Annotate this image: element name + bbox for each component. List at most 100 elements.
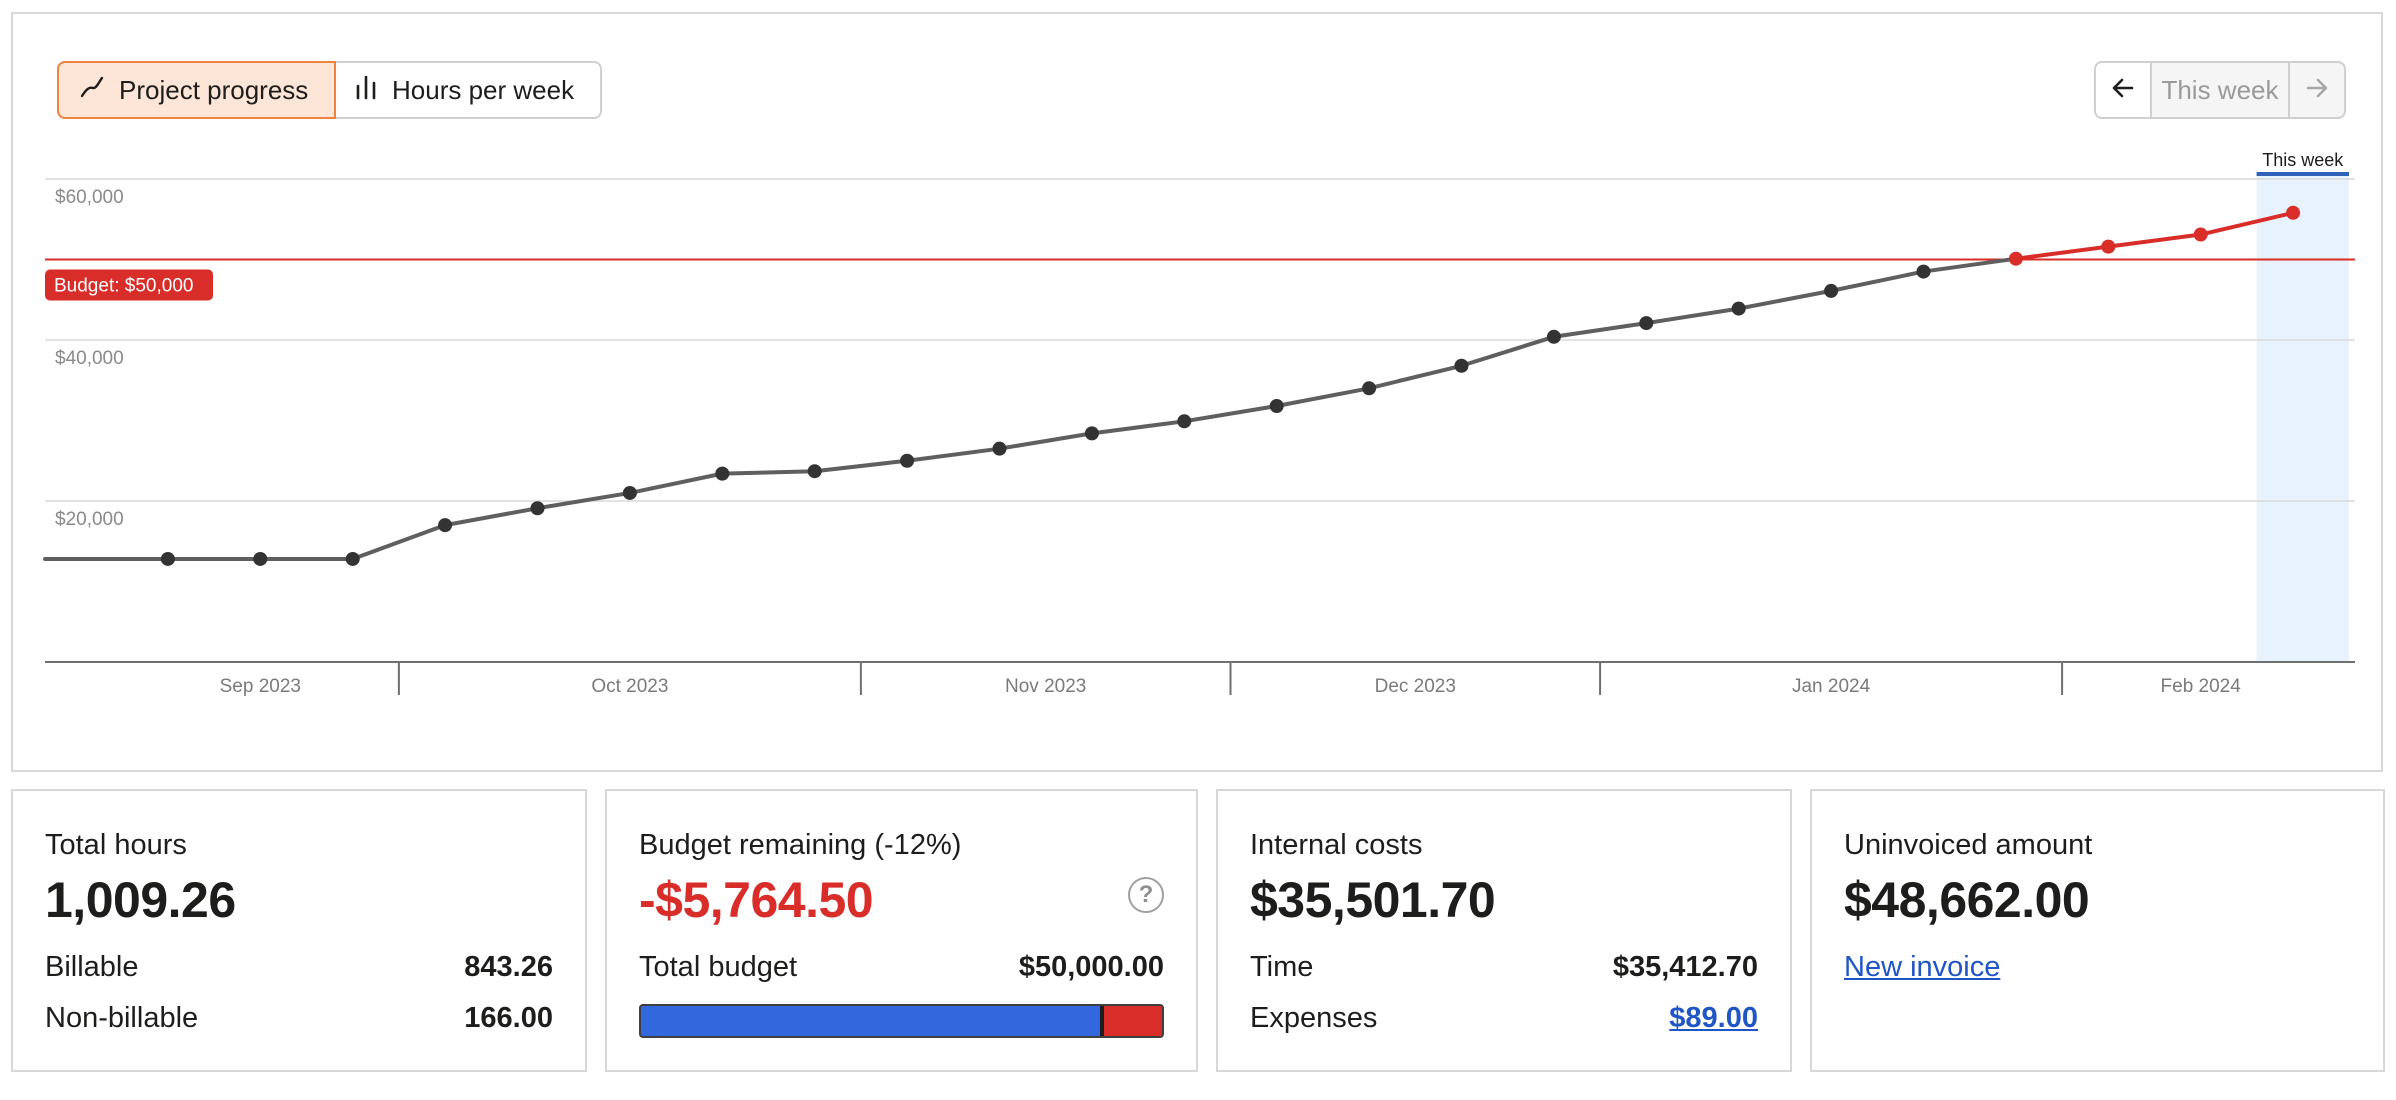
series-segment — [1736, 288, 1834, 311]
data-point — [992, 441, 1007, 456]
data-point — [900, 453, 915, 468]
data-point — [1084, 426, 1099, 441]
arrow-left-icon — [2110, 75, 2136, 106]
data-point — [1731, 301, 1746, 316]
series-segment — [1551, 321, 1649, 339]
data-point — [2193, 227, 2208, 242]
series-segment — [1644, 306, 1741, 326]
data-point — [622, 485, 637, 500]
grid-lines — [45, 178, 2355, 502]
series-segment — [535, 490, 632, 511]
billable-label: Billable — [45, 951, 139, 983]
data-point — [530, 501, 545, 516]
series-segment — [627, 471, 725, 495]
line-chart-icon — [79, 74, 105, 107]
total-hours-card: Total hours 1,009.26 Billable 843.26 Non… — [11, 789, 587, 1072]
series-segment — [2198, 210, 2296, 237]
data-point — [1546, 329, 1561, 344]
month-label: Feb 2024 — [2161, 676, 2242, 697]
arrow-right-icon — [2304, 75, 2330, 106]
data-point — [1177, 414, 1192, 429]
non-billable-value: 166.00 — [464, 1002, 553, 1034]
progress-points — [160, 205, 2301, 566]
month-label: Jan 2024 — [1792, 676, 1871, 697]
data-point — [160, 551, 175, 566]
data-point — [1824, 283, 1839, 298]
data-point — [253, 551, 268, 566]
progress-series — [43, 210, 2296, 561]
data-point — [1454, 358, 1469, 373]
data-point — [438, 518, 453, 533]
series-segment — [1921, 256, 2018, 274]
data-point — [807, 464, 822, 479]
new-invoice-link[interactable]: New invoice — [1844, 951, 2001, 983]
bar-chart-icon — [354, 74, 378, 107]
project-progress-label: Project progress — [119, 74, 309, 105]
data-point — [345, 551, 360, 566]
month-label: Sep 2023 — [220, 676, 301, 697]
data-point — [1916, 264, 1931, 279]
hours-per-week-label: Hours per week — [392, 74, 575, 105]
project-progress-tab[interactable]: Project progress — [57, 61, 336, 119]
budget-remaining-title: Budget remaining (-12%) — [639, 829, 962, 861]
budget-label: Budget: $50,000 — [45, 269, 213, 301]
series-segment — [905, 446, 1002, 463]
data-point — [1269, 399, 1284, 414]
new-invoice-row: New invoice — [1844, 951, 2351, 984]
budget-remaining-card: Budget remaining (-12%) -$5,764.50 ? Tot… — [605, 789, 1198, 1072]
series-segment — [1089, 419, 1187, 436]
series-segment — [1367, 363, 1464, 391]
data-point — [2008, 251, 2023, 266]
progress-line-chart: This week $20,000 $40,000 $60,000 Sep 2023… — [43, 150, 2355, 697]
x-axis-month-labels: Sep 2023 Oct 2023 Nov 2023 Dec 2023 Jan 2024… — [220, 676, 2242, 697]
y-tick-label: $60,000 — [55, 187, 124, 208]
data-point — [2286, 205, 2301, 220]
total-budget-label: Total budget — [639, 951, 798, 983]
budget-remaining-value: -$5,764.50 — [639, 872, 874, 928]
series-segment — [2106, 232, 2203, 249]
total-hours-value: 1,009.26 — [45, 872, 236, 928]
hours-per-week-tab[interactable]: Hours per week — [336, 61, 602, 119]
month-label: Oct 2023 — [591, 676, 668, 697]
month-label: Dec 2023 — [1375, 676, 1456, 697]
internal-costs-card: Internal costs $35,501.70 Time $35,412.7… — [1216, 789, 1792, 1072]
chart-view-toggle: Project progress Hours per week — [57, 61, 602, 119]
series-segment — [812, 458, 910, 474]
billable-row: Billable 843.26 — [45, 951, 553, 984]
budget-usage-bar — [639, 1004, 1164, 1038]
data-point — [1639, 316, 1654, 331]
previous-week-button[interactable] — [2094, 61, 2152, 119]
expenses-link[interactable]: $89.00 — [1669, 1002, 1758, 1034]
billable-value: 843.26 — [464, 951, 553, 983]
total-hours-title: Total hours — [45, 829, 187, 861]
y-tick-label: $40,000 — [55, 348, 124, 369]
series-segment — [720, 469, 817, 476]
y-tick-label: $20,000 — [55, 509, 124, 530]
data-point — [1362, 381, 1377, 396]
data-point — [2101, 239, 2116, 254]
week-navigation: This week — [2094, 61, 2346, 119]
internal-costs-value: $35,501.70 — [1250, 872, 1496, 928]
internal-costs-title: Internal costs — [1250, 829, 1423, 861]
budget-limit-marker — [1100, 1006, 1105, 1036]
progress-chart-panel: Project progress Hours per week — [11, 12, 2383, 772]
series-segment — [2013, 244, 2111, 261]
series-segment — [1829, 269, 1926, 293]
uninvoiced-amount-card: Uninvoiced amount $48,662.00 New invoice — [1810, 789, 2385, 1072]
this-week-button: This week — [2152, 61, 2290, 119]
question-circle-icon[interactable]: ? — [1128, 877, 1164, 913]
expenses-row: Expenses $89.00 — [1250, 1002, 1758, 1035]
next-week-button[interactable] — [2290, 61, 2346, 119]
data-point — [715, 466, 730, 481]
budget-label-text: Budget: $50,000 — [54, 276, 193, 297]
this-week-band — [2256, 173, 2349, 662]
budget-label-background — [45, 269, 213, 301]
non-billable-label: Non-billable — [45, 1002, 199, 1034]
series-segment — [1274, 386, 1372, 409]
series-segment — [1459, 334, 1556, 368]
series-segment — [997, 431, 1094, 451]
series-segment — [350, 523, 448, 561]
expenses-label: Expenses — [1250, 1002, 1378, 1034]
y-axis-labels: $20,000 $40,000 $60,000 — [55, 187, 124, 530]
